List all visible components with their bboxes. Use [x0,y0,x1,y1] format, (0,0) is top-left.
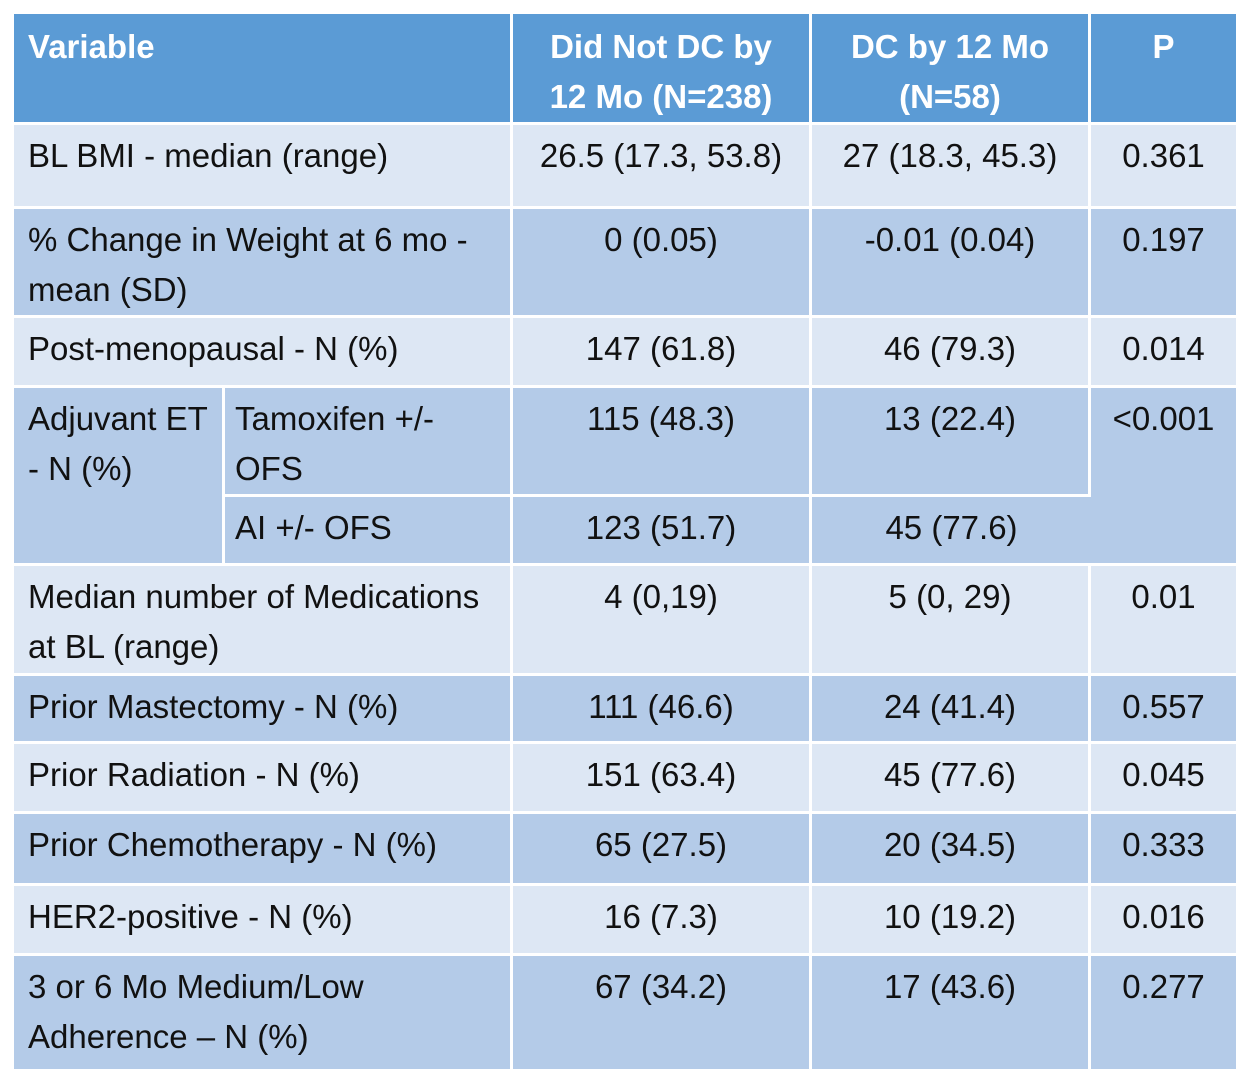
row-dc: 10 (19.2) [812,886,1091,956]
table-row: 3 or 6 Mo Medium/Low Adherence – N (%) 6… [14,956,1236,1072]
row-did-not-dc: 0 (0.05) [513,209,812,318]
table-row: % Change in Weight at 6 mo - mean (SD) 0… [14,209,1236,318]
table-row: Post-menopausal - N (%) 147 (61.8) 46 (7… [14,318,1236,388]
row-dc: 24 (41.4) [812,676,1091,744]
table-row: HER2-positive - N (%) 16 (7.3) 10 (19.2)… [14,886,1236,956]
row-dc: 17 (43.6) [812,956,1091,1072]
row-did-not-dc: 16 (7.3) [513,886,812,956]
row-variable: Prior Chemotherapy - N (%) [14,814,513,886]
table-row: Prior Radiation - N (%) 151 (63.4) 45 (7… [14,744,1236,814]
row-did-not-dc: 67 (34.2) [513,956,812,1072]
row-variable: Prior Radiation - N (%) [14,744,513,814]
table-row: Adjuvant ET - N (%) Tamoxifen +/- OFS 11… [14,388,1236,566]
header-did-not-dc-line1: Did Not DC by [550,28,772,65]
row-did-not-dc: 151 (63.4) [513,744,812,814]
row-dc: 45 (77.6) [812,744,1091,814]
row-variable: % Change in Weight at 6 mo - mean (SD) [14,209,513,318]
row-variable: 3 or 6 Mo Medium/Low Adherence – N (%) [14,956,513,1072]
header-dc-line2: (N=58) [899,78,1001,115]
header-dc-line1: DC by 12 Mo [850,28,1050,65]
row-variable: Median number of Medications at BL (rang… [14,566,513,676]
header-dc: DC by 12 Mo (N=58) [812,14,1091,125]
row-subgroup: Tamoxifen +/- OFS [225,388,513,497]
row-p: 0.197 [1091,209,1236,318]
row-dc: 20 (34.5) [812,814,1091,886]
results-table: Variable Did Not DC by 12 Mo (N=238) DC … [14,14,1236,1072]
row-p: <0.001 [1091,388,1236,566]
header-p: P [1091,14,1236,125]
row-did-not-dc: 123 (51.7) [513,497,812,566]
row-did-not-dc: 115 (48.3) [513,388,812,497]
row-subgroup: AI +/- OFS [225,497,513,566]
row-did-not-dc: 65 (27.5) [513,814,812,886]
table-row: Prior Chemotherapy - N (%) 65 (27.5) 20 … [14,814,1236,886]
header-did-not-dc: Did Not DC by 12 Mo (N=238) [513,14,812,125]
header-did-not-dc-line2: 12 Mo (N=238) [549,78,773,115]
row-did-not-dc: 147 (61.8) [513,318,812,388]
table-row: BL BMI - median (range) 26.5 (17.3, 53.8… [14,125,1236,209]
table-row: Prior Mastectomy - N (%) 111 (46.6) 24 (… [14,676,1236,744]
row-did-not-dc: 111 (46.6) [513,676,812,744]
row-p: 0.01 [1091,566,1236,676]
row-p: 0.045 [1091,744,1236,814]
header-row: Variable Did Not DC by 12 Mo (N=238) DC … [14,14,1236,125]
row-did-not-dc: 4 (0,19) [513,566,812,676]
row-dc: -0.01 (0.04) [812,209,1091,318]
table-row: AI +/- OFS 123 (51.7) 45 (77.6) [14,497,1236,566]
row-p: 0.333 [1091,814,1236,886]
row-p: 0.014 [1091,318,1236,388]
row-dc: 45 (77.6) [812,497,1091,566]
row-p: 0.016 [1091,886,1236,956]
cropped-title-remnant [0,0,1249,14]
row-variable: Adjuvant ET - N (%) [14,388,225,566]
row-variable: Prior Mastectomy - N (%) [14,676,513,744]
header-variable: Variable [14,14,513,125]
row-dc: 5 (0, 29) [812,566,1091,676]
row-p: 0.557 [1091,676,1236,744]
row-dc: 13 (22.4) [812,388,1091,497]
row-variable: HER2-positive - N (%) [14,886,513,956]
row-p: 0.277 [1091,956,1236,1072]
row-variable: Post-menopausal - N (%) [14,318,513,388]
row-variable: BL BMI - median (range) [14,125,513,209]
table-row: Median number of Medications at BL (rang… [14,566,1236,676]
row-dc: 27 (18.3, 45.3) [812,125,1091,209]
row-did-not-dc: 26.5 (17.3, 53.8) [513,125,812,209]
row-p: 0.361 [1091,125,1236,209]
row-dc: 46 (79.3) [812,318,1091,388]
